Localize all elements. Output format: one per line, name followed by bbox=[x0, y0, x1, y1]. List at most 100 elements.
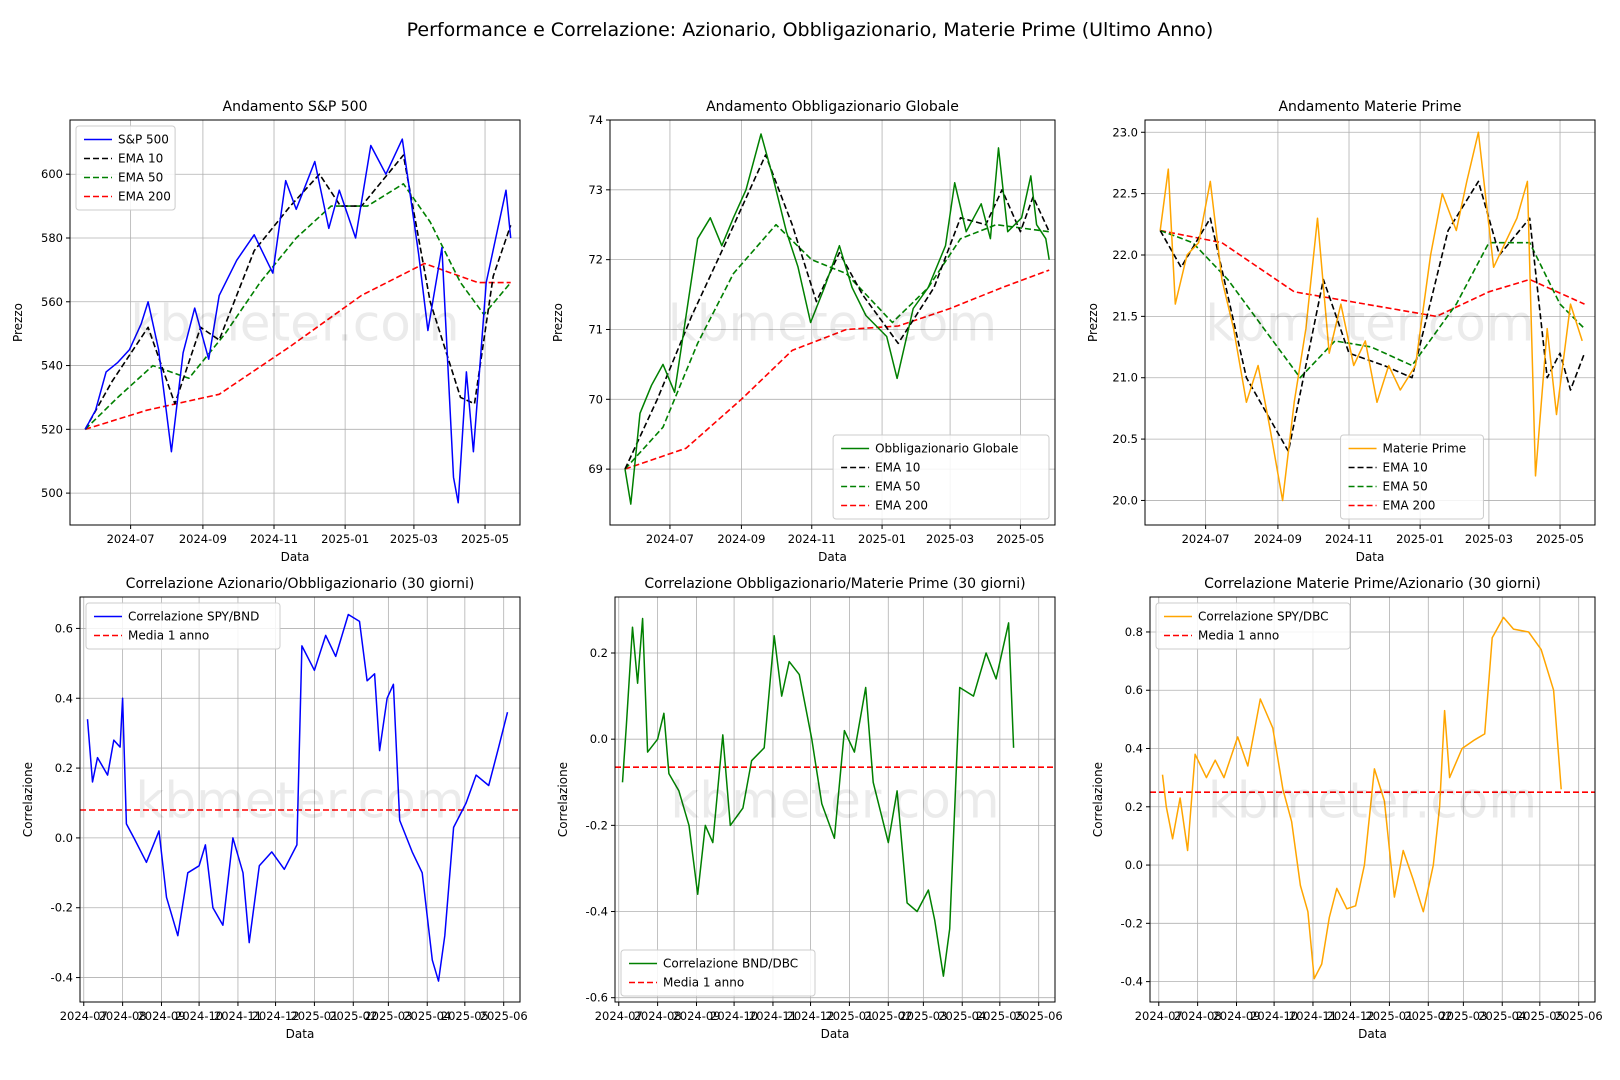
chart-grid: 2024-07 2024-09 2024-11 2025-01 2025-03 2025-… bbox=[11, 99, 1603, 1041]
x-tick-label: 2024-07 bbox=[60, 1009, 108, 1023]
legend-label: EMA 50 bbox=[875, 480, 920, 494]
legend: Correlazione BND/DBC Media 1 anno bbox=[620, 949, 816, 997]
series-line-ema-10 bbox=[624, 154, 1050, 470]
x-tick-label: 2025-05 bbox=[996, 532, 1044, 546]
y-axis-label: Prezzo bbox=[1086, 303, 1100, 342]
x-tick-label: 2024-09 bbox=[1254, 532, 1302, 546]
y-tick-label: 0.6 bbox=[55, 621, 73, 635]
x-tick-label: 2025-01 bbox=[858, 532, 906, 546]
x-tick-label: 2025-01 bbox=[825, 1009, 873, 1023]
x-tick-label: 2024-09 bbox=[179, 532, 227, 546]
y-tick-label: -0.4 bbox=[1121, 975, 1143, 989]
x-tick-label: 2024-12 bbox=[1327, 1009, 1375, 1023]
x-tick-label: 2025-01 bbox=[290, 1009, 338, 1023]
chart-panel-4: 2024-072024-082024-092024-102024-112024-… bbox=[21, 576, 528, 1041]
y-tick-label: 560 bbox=[41, 295, 63, 309]
x-tick-label: 2025-01 bbox=[321, 532, 369, 546]
chart-panel-6: 2024-072024-082024-092024-102024-112024-… bbox=[1091, 576, 1603, 1041]
x-tick-label: 2024-10 bbox=[1250, 1009, 1298, 1023]
x-tick-label: 2025-05 bbox=[1516, 1009, 1564, 1023]
plot-frame bbox=[1144, 119, 1596, 526]
plot-area bbox=[80, 597, 520, 1002]
y-tick-label: 73 bbox=[588, 183, 603, 197]
y-axis-label: Correlazione bbox=[556, 762, 570, 837]
watermark: kbmeter.com bbox=[1208, 772, 1537, 830]
series-line-correlazione-bnd-dbc bbox=[621, 617, 1015, 977]
legend-label: S&P 500 bbox=[118, 133, 169, 147]
x-tick-label: 2024-11 bbox=[214, 1009, 262, 1023]
watermark: kbmeter.com bbox=[135, 772, 464, 830]
chart-title: Correlazione Obbligazionario/Materie Pri… bbox=[644, 576, 1025, 592]
legend-box bbox=[832, 434, 1050, 520]
legend: Materie Prime EMA 10 EMA 50 EMA 200 bbox=[1340, 434, 1484, 520]
y-tick-label: 0.2 bbox=[55, 761, 73, 775]
x-tick-label: 2025-01 bbox=[1396, 532, 1444, 546]
figure-title: Performance e Correlazione: Azionario, O… bbox=[407, 19, 1214, 41]
x-tick-label: 2024-11 bbox=[749, 1009, 797, 1023]
y-tick-label: 22.5 bbox=[1112, 187, 1138, 201]
plot-frame bbox=[609, 119, 1056, 526]
series-line-ema-200 bbox=[1160, 229, 1585, 318]
legend-label: Media 1 anno bbox=[1198, 629, 1279, 643]
x-tick-label: 2025-02 bbox=[329, 1009, 377, 1023]
legend: Correlazione SPY/BND Media 1 anno bbox=[85, 602, 281, 650]
x-tick-label: 2024-10 bbox=[175, 1009, 223, 1023]
y-tick-label: 70 bbox=[588, 392, 603, 406]
series-line-ema-50 bbox=[624, 223, 1050, 470]
x-tick-label: 2025-05 bbox=[976, 1009, 1024, 1023]
x-tick-label: 2024-08 bbox=[1174, 1009, 1222, 1023]
plot-area bbox=[615, 597, 1055, 1002]
legend-label: EMA 10 bbox=[875, 461, 920, 475]
chart-title: Andamento Obbligazionario Globale bbox=[706, 99, 959, 115]
x-axis-label: Data bbox=[1356, 550, 1385, 564]
legend-label: EMA 200 bbox=[875, 499, 928, 513]
y-tick-label: 520 bbox=[41, 422, 63, 436]
y-tick-label: 0.2 bbox=[1125, 800, 1143, 814]
x-tick-label: 2025-05 bbox=[1536, 532, 1584, 546]
legend: Correlazione SPY/DBC Media 1 anno bbox=[1155, 602, 1351, 650]
watermark: kbmeter.com bbox=[130, 295, 459, 353]
y-tick-label: 21.0 bbox=[1112, 371, 1138, 385]
chart-panel-5: 2024-072024-082024-092024-102024-112024-… bbox=[556, 576, 1063, 1041]
x-tick-label: 2025-03 bbox=[926, 532, 974, 546]
legend-label: Obbligazionario Globale bbox=[875, 442, 1018, 456]
x-tick-label: 2024-11 bbox=[250, 532, 298, 546]
x-tick-label: 2025-05 bbox=[461, 532, 509, 546]
x-tick-label: 2025-02 bbox=[1404, 1009, 1452, 1023]
chart-panel-2: 2024-07 2024-09 2024-11 2025-01 2025-03 2025-… bbox=[551, 99, 1056, 564]
x-axis-label: Data bbox=[818, 550, 847, 564]
legend-box bbox=[85, 602, 281, 650]
x-tick-label: 2025-01 bbox=[1365, 1009, 1413, 1023]
plot-frame bbox=[69, 119, 521, 526]
watermark: kbmeter.com bbox=[670, 772, 999, 830]
y-tick-label: 20.0 bbox=[1112, 493, 1138, 507]
y-tick-label: 0.6 bbox=[1125, 683, 1143, 697]
y-tick-label: -0.2 bbox=[1121, 916, 1143, 930]
x-tick-label: 2024-09 bbox=[717, 532, 765, 546]
series-line-obbligazionario-globale bbox=[624, 133, 1050, 505]
watermark: kbmeter.com bbox=[668, 295, 997, 353]
plot-frame bbox=[79, 596, 521, 1003]
x-tick-label: 2024-07 bbox=[107, 532, 155, 546]
x-tick-label: 2024-07 bbox=[595, 1009, 643, 1023]
x-tick-label: 2025-06 bbox=[480, 1009, 528, 1023]
chart-title: Correlazione Materie Prime/Azionario (30… bbox=[1204, 576, 1541, 592]
x-tick-label: 2025-02 bbox=[864, 1009, 912, 1023]
x-tick-label: 2025-05 bbox=[441, 1009, 489, 1023]
y-tick-label: 540 bbox=[41, 359, 63, 373]
y-tick-label: -0.2 bbox=[586, 818, 608, 832]
y-axis-label: Correlazione bbox=[21, 762, 35, 837]
y-tick-label: 74 bbox=[588, 113, 603, 127]
y-tick-label: 72 bbox=[588, 253, 603, 267]
x-tick-label: 2025-03 bbox=[390, 532, 438, 546]
x-tick-label: 2024-08 bbox=[99, 1009, 147, 1023]
y-tick-label: 71 bbox=[588, 322, 603, 336]
series-line-s-p-500 bbox=[84, 138, 512, 504]
y-tick-label: -0.4 bbox=[51, 971, 73, 985]
legend-label: Media 1 anno bbox=[128, 629, 209, 643]
x-tick-label: 2025-03 bbox=[899, 1009, 947, 1023]
legend-box bbox=[620, 949, 816, 997]
x-tick-label: 2025-03 bbox=[1465, 532, 1513, 546]
legend-label: EMA 200 bbox=[1383, 499, 1436, 513]
series-line-ema-200 bbox=[84, 262, 511, 431]
